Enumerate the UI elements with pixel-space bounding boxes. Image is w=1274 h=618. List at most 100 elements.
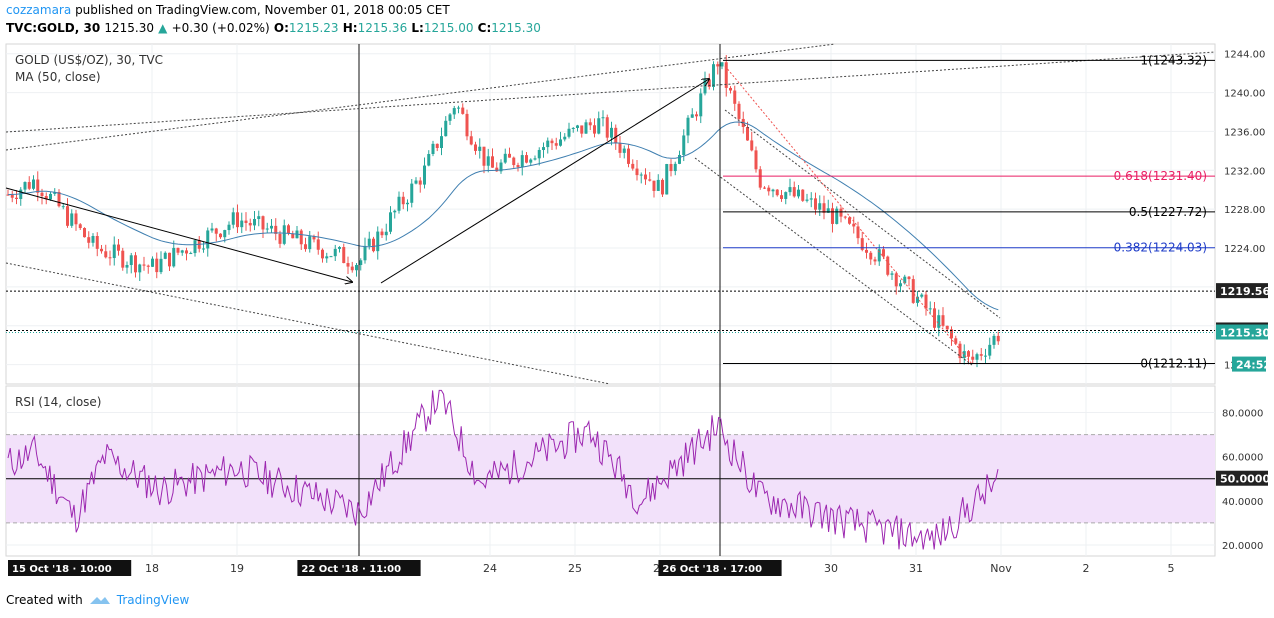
rsi-pane-title: RSI (14, close) [15, 395, 101, 409]
candle-body [223, 230, 227, 238]
candle-body [100, 248, 103, 252]
candle-body [678, 154, 681, 164]
upper-channel-line [5, 51, 1216, 133]
price-marker-box [1232, 356, 1266, 372]
candle-body [512, 157, 516, 166]
candle-body [729, 87, 732, 91]
candle-body [856, 226, 860, 239]
candle-body [928, 308, 932, 310]
candle-body [495, 167, 499, 172]
symbol-label: TVC:GOLD, 30 [6, 21, 101, 35]
candle-body [393, 210, 397, 213]
candle-body [448, 114, 452, 121]
candle-body [967, 351, 970, 357]
candle-body [282, 225, 286, 244]
open-value: 1215.23 [288, 21, 339, 35]
trend-arrow [380, 79, 709, 284]
candle-body [401, 196, 405, 205]
candle-body [333, 248, 337, 257]
candle-body [805, 199, 809, 201]
x-axis-label: 18 [145, 562, 159, 575]
candle-body [244, 220, 248, 223]
rsi-current-box [1216, 470, 1268, 486]
candle-body [423, 165, 426, 185]
x-axis-label: 2 [1083, 562, 1090, 575]
candle-body [601, 117, 605, 119]
candle-body [108, 257, 112, 259]
candle-body [350, 266, 354, 271]
candle-body [325, 256, 329, 259]
candle-body [686, 117, 690, 136]
candle-body [754, 150, 758, 170]
price-pane [5, 43, 1216, 385]
candle-body [593, 125, 596, 134]
candle-body [822, 203, 826, 213]
candle-body [797, 189, 800, 197]
candle-body [367, 238, 371, 246]
candle-body [397, 196, 401, 211]
candle-body [673, 163, 677, 172]
x-axis-label: 25 [568, 562, 582, 575]
price-marker-box [1216, 324, 1268, 340]
candle-body [125, 264, 129, 268]
candle-body [860, 238, 864, 250]
rsi-axis-tick-label: 80.0000 [1222, 408, 1263, 419]
candle-body [261, 216, 265, 230]
candle-body [355, 264, 358, 271]
candle-body [852, 223, 856, 227]
candle-body [644, 174, 647, 180]
candle-body [219, 233, 222, 238]
ma-indicator-label: MA (50, close) [15, 70, 101, 84]
candle-body [775, 189, 779, 196]
candle-body [567, 128, 571, 137]
candle-body [780, 195, 783, 199]
candle-body [894, 273, 898, 287]
candle-body [520, 155, 524, 168]
candle-body [937, 315, 941, 328]
candle-body [406, 202, 409, 205]
candle-body [452, 108, 456, 115]
low-label: L: [411, 21, 424, 35]
close-label: C: [477, 21, 492, 35]
candle-body [427, 154, 431, 166]
candle-body [733, 90, 737, 104]
candle-body [533, 158, 537, 160]
candle-body [580, 125, 584, 134]
candle-body [134, 255, 137, 273]
candle-body [474, 144, 477, 151]
candle-body [869, 252, 873, 260]
candle-body [95, 236, 99, 249]
candle-body [193, 240, 197, 254]
candle-body [627, 148, 630, 164]
candles [6, 55, 1000, 368]
arrow-up-icon: ▲ [158, 21, 168, 35]
candle-body [529, 159, 533, 163]
candle-body [635, 168, 639, 176]
price-axis-tick-label: 1244.00 [1224, 50, 1265, 61]
candle-body [525, 155, 528, 163]
candle-body [53, 192, 57, 194]
candle-body [206, 230, 210, 249]
candle-body [478, 146, 482, 151]
author-link[interactable]: cozzamara [6, 3, 72, 17]
x-axis-label-highlight: 22 Oct '18 · 11:00 [301, 564, 401, 575]
candle-body [291, 233, 295, 239]
created-with-text: Created with [6, 593, 83, 607]
candle-body [240, 220, 244, 228]
candle-body [763, 187, 766, 189]
candle-body [503, 153, 507, 163]
candle-body [954, 338, 958, 344]
candle-body [873, 259, 877, 262]
x-axis-label: 19 [230, 562, 244, 575]
candle-body [465, 113, 469, 137]
price-axis-tick-label: 1224.00 [1224, 244, 1265, 255]
tradingview-link[interactable]: TradingView [116, 593, 190, 607]
candle-body [435, 143, 439, 148]
candle-body [605, 117, 609, 138]
lower-channel-line [5, 262, 611, 385]
candle-body [979, 354, 983, 356]
candle-body [563, 136, 567, 140]
candle-body [168, 252, 171, 267]
price-axis-tick-label: 1232.00 [1224, 166, 1265, 177]
